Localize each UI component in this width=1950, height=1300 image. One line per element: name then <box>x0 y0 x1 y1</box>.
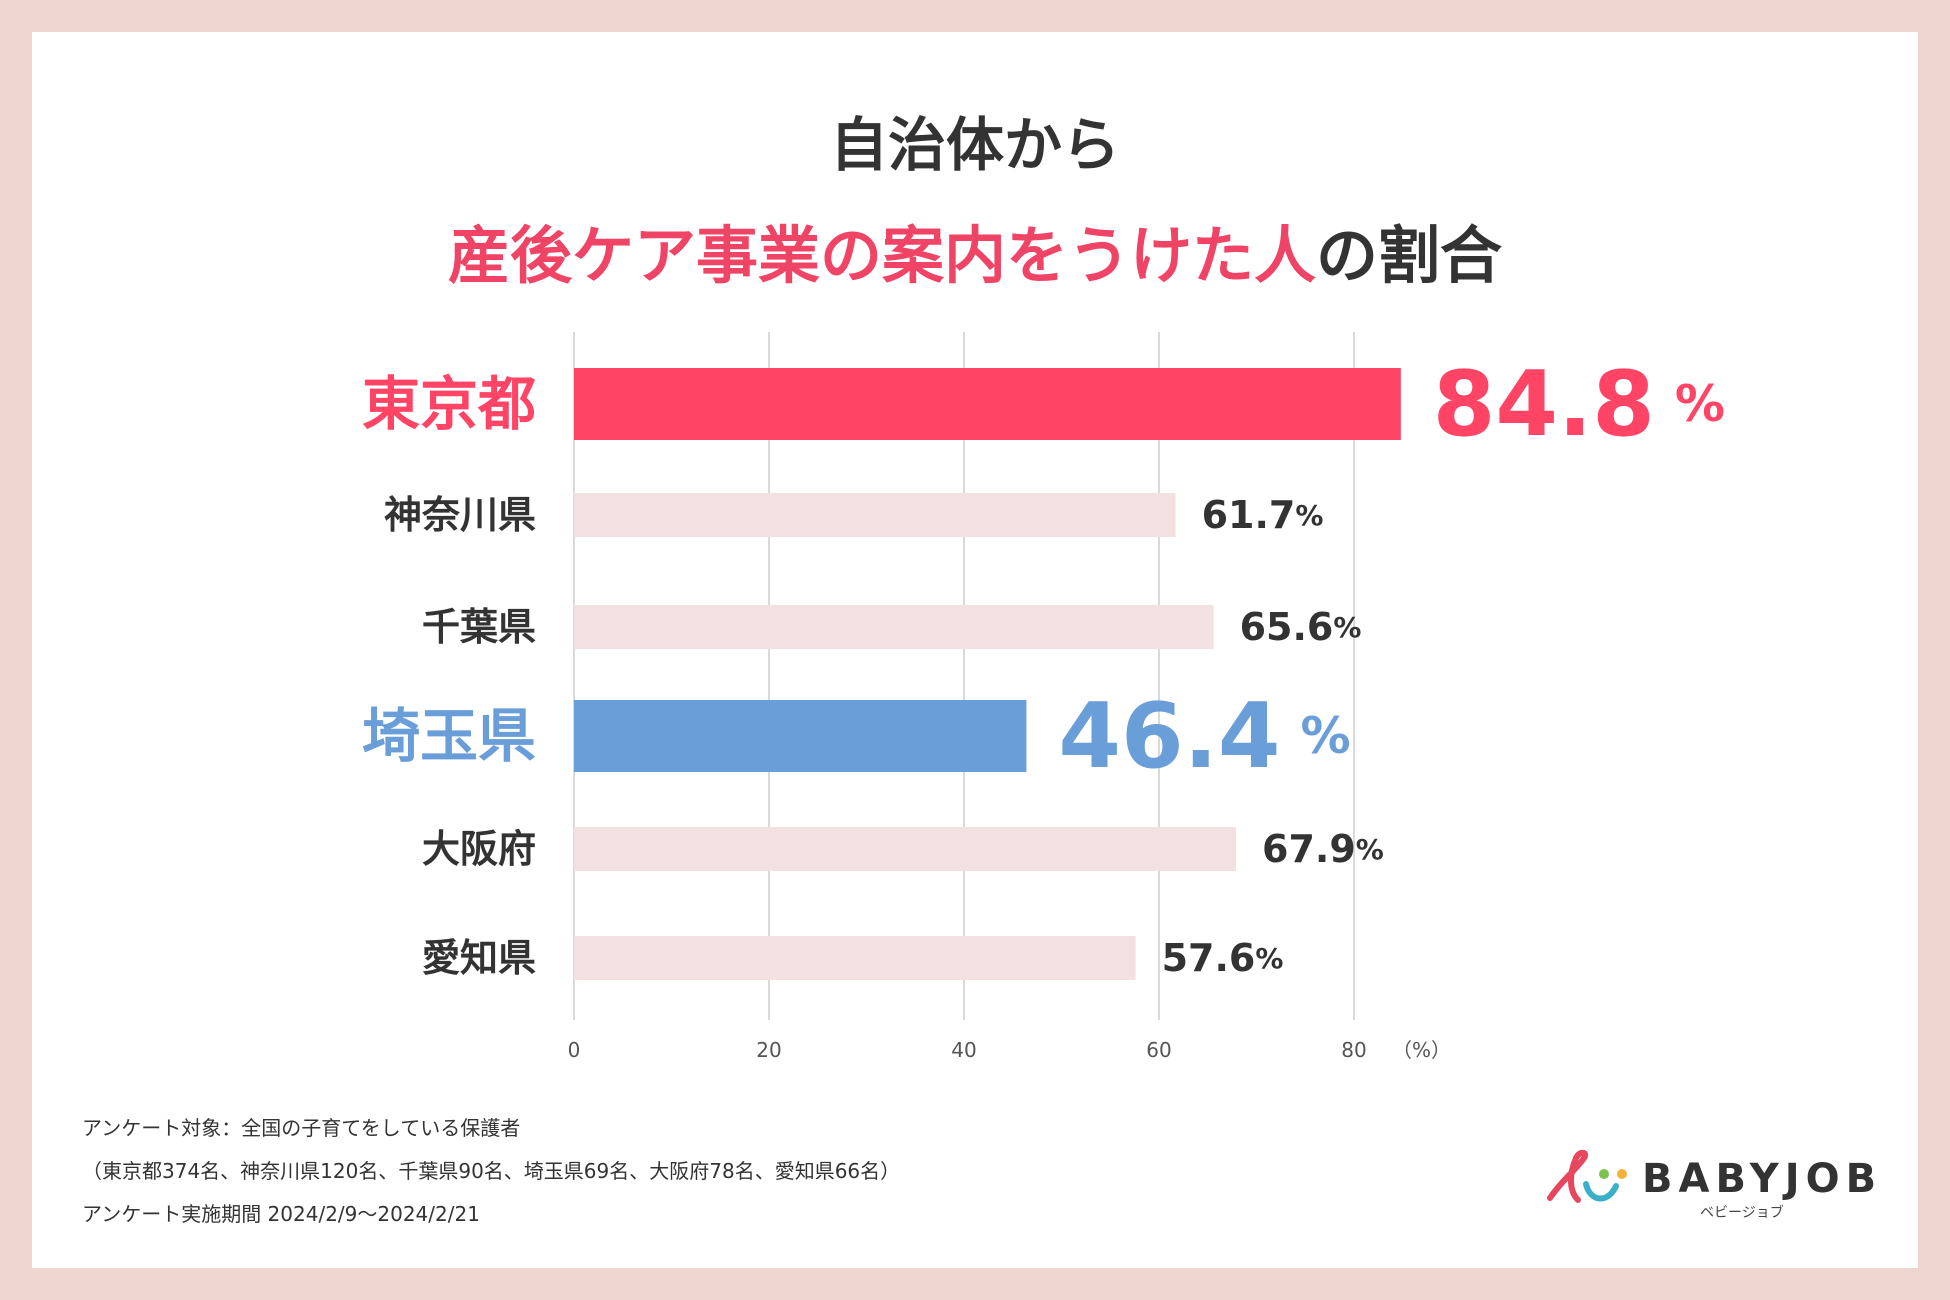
footer-sample-sizes: （東京都374名、神奈川県120名、千葉県90名、埼玉県69名、大阪府78名、愛… <box>82 1159 901 1183</box>
title-highlight-text: 産後ケア事業の案内をうけた人 <box>447 219 1316 292</box>
x-tick-label-40: 40 <box>951 1038 976 1062</box>
bar-埼玉県 <box>574 700 1027 772</box>
x-tick-label-20: 20 <box>756 1038 781 1062</box>
category-label-神奈川県: 神奈川県 <box>384 493 536 537</box>
value-label-埼玉県: 46.4% <box>1058 684 1350 789</box>
logo-wordmark: BABYJOB <box>1642 1156 1883 1202</box>
footer-survey-period: アンケート実施期間 2024/2/9〜2024/2/21 <box>82 1202 480 1226</box>
footer-survey-target: アンケート対象：全国の子育てをしている保護者 <box>82 1116 521 1140</box>
title-line-1-text: 自治体から <box>829 111 1120 179</box>
value-label-千葉県: 65.6% <box>1240 605 1362 649</box>
bar-東京都 <box>574 368 1401 440</box>
x-tick-label-60: 60 <box>1146 1038 1171 1062</box>
bar-愛知県 <box>574 936 1136 980</box>
x-tick-label-0: 0 <box>568 1038 581 1062</box>
value-label-神奈川県: 61.7% <box>1202 493 1324 537</box>
bar-大阪府 <box>574 827 1237 871</box>
card-background <box>32 32 1918 1268</box>
value-label-愛知県: 57.6% <box>1162 936 1284 980</box>
x-unit-label: （%） <box>1392 1038 1451 1062</box>
value-label-大阪府: 67.9% <box>1262 827 1384 871</box>
bar-千葉県 <box>574 605 1214 649</box>
category-label-大阪府: 大阪府 <box>422 827 536 871</box>
category-label-千葉県: 千葉県 <box>422 605 536 649</box>
title-line-1: 自治体から <box>0 98 1950 182</box>
x-tick-label-80: 80 <box>1341 1038 1366 1062</box>
title-rest-text: の割合 <box>1316 219 1503 292</box>
category-label-東京都: 東京都 <box>362 370 536 438</box>
logo-subtitle: ベビージョブ <box>1700 1205 1784 1221</box>
category-label-埼玉県: 埼玉県 <box>362 702 536 770</box>
title-line-2: 産後ケア事業の案内をうけた人の割合 <box>0 205 1950 295</box>
category-label-愛知県: 愛知県 <box>422 936 536 980</box>
babyjob-logo-icon <box>1547 1150 1627 1203</box>
value-label-東京都: 84.8% <box>1433 352 1725 457</box>
bar-神奈川県 <box>574 493 1176 537</box>
